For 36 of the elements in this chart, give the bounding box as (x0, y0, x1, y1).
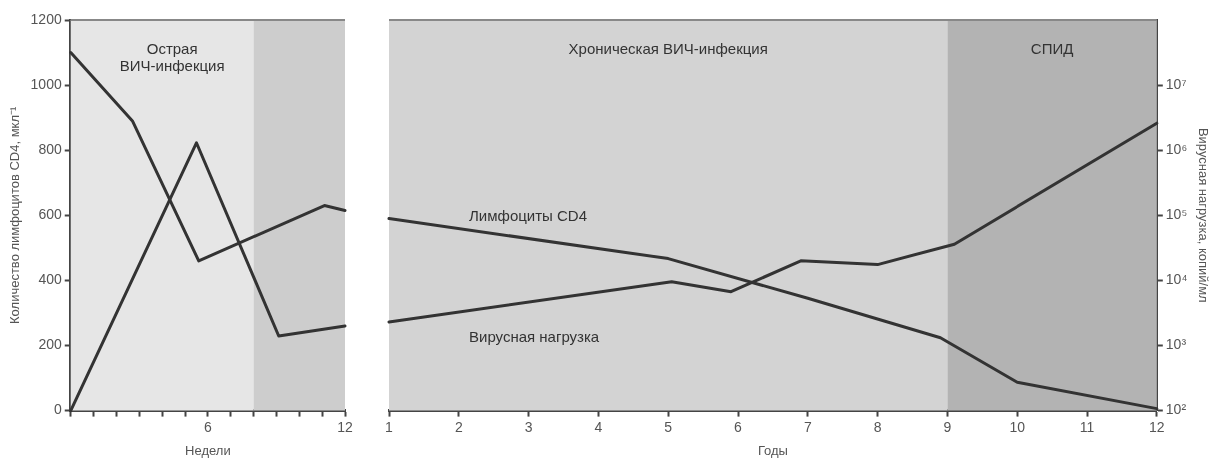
y-tick-label: 1000 (30, 75, 62, 92)
y2-axis-title: Вирусная нагрузка, копий/мл (1195, 127, 1211, 303)
x-tick-label: 12 (337, 418, 353, 435)
band-label: Острая ВИЧ-инфекция (119, 39, 225, 74)
x-tick-label: 6 (203, 418, 212, 435)
y2-tick-label: 10⁵ (1165, 206, 1188, 223)
x-tick-label: 5 (664, 418, 673, 435)
y2-tick-label: 10⁷ (1165, 75, 1187, 92)
x-tick-label: 11 (1079, 418, 1095, 435)
y2-tick-label: 10⁴ (1165, 271, 1188, 288)
x-tick-label: 4 (594, 418, 603, 435)
x-tick-label: 8 (873, 418, 882, 435)
y-tick-label: 200 (38, 336, 62, 353)
y2-tick-label: 10² (1165, 401, 1187, 418)
band-label: СПИД (1030, 39, 1074, 57)
y-tick-label: 800 (38, 141, 62, 158)
band-label: Хроническая ВИЧ-инфекция (568, 39, 768, 57)
x-tick-label: 3 (524, 418, 533, 435)
y-tick-label: 600 (38, 206, 62, 223)
x-tick-label: 12 (1149, 418, 1165, 435)
y-tick-label: 400 (38, 271, 62, 288)
series-label: Вирусная нагрузка (469, 327, 600, 345)
x-tick-label: 7 (803, 418, 812, 435)
x-tick-label: 2 (454, 418, 463, 435)
x-tick-label: 10 (1009, 418, 1026, 435)
x-tick-label: 1 (385, 418, 394, 435)
x-axis-title: Недели (185, 442, 231, 458)
x-tick-label: 9 (943, 418, 952, 435)
y-tick-label: 0 (53, 401, 62, 418)
y2-tick-label: 10³ (1165, 336, 1187, 353)
y-axis-title: Количество лимфоцитов CD4, мкл⁻¹ (7, 105, 23, 324)
y-tick-label: 1200 (30, 10, 62, 27)
x-axis-title: Годы (757, 442, 788, 458)
y2-tick-label: 10⁶ (1165, 141, 1188, 158)
x-tick-label: 6 (734, 418, 743, 435)
series-label: Лимфоциты CD4 (469, 207, 588, 225)
